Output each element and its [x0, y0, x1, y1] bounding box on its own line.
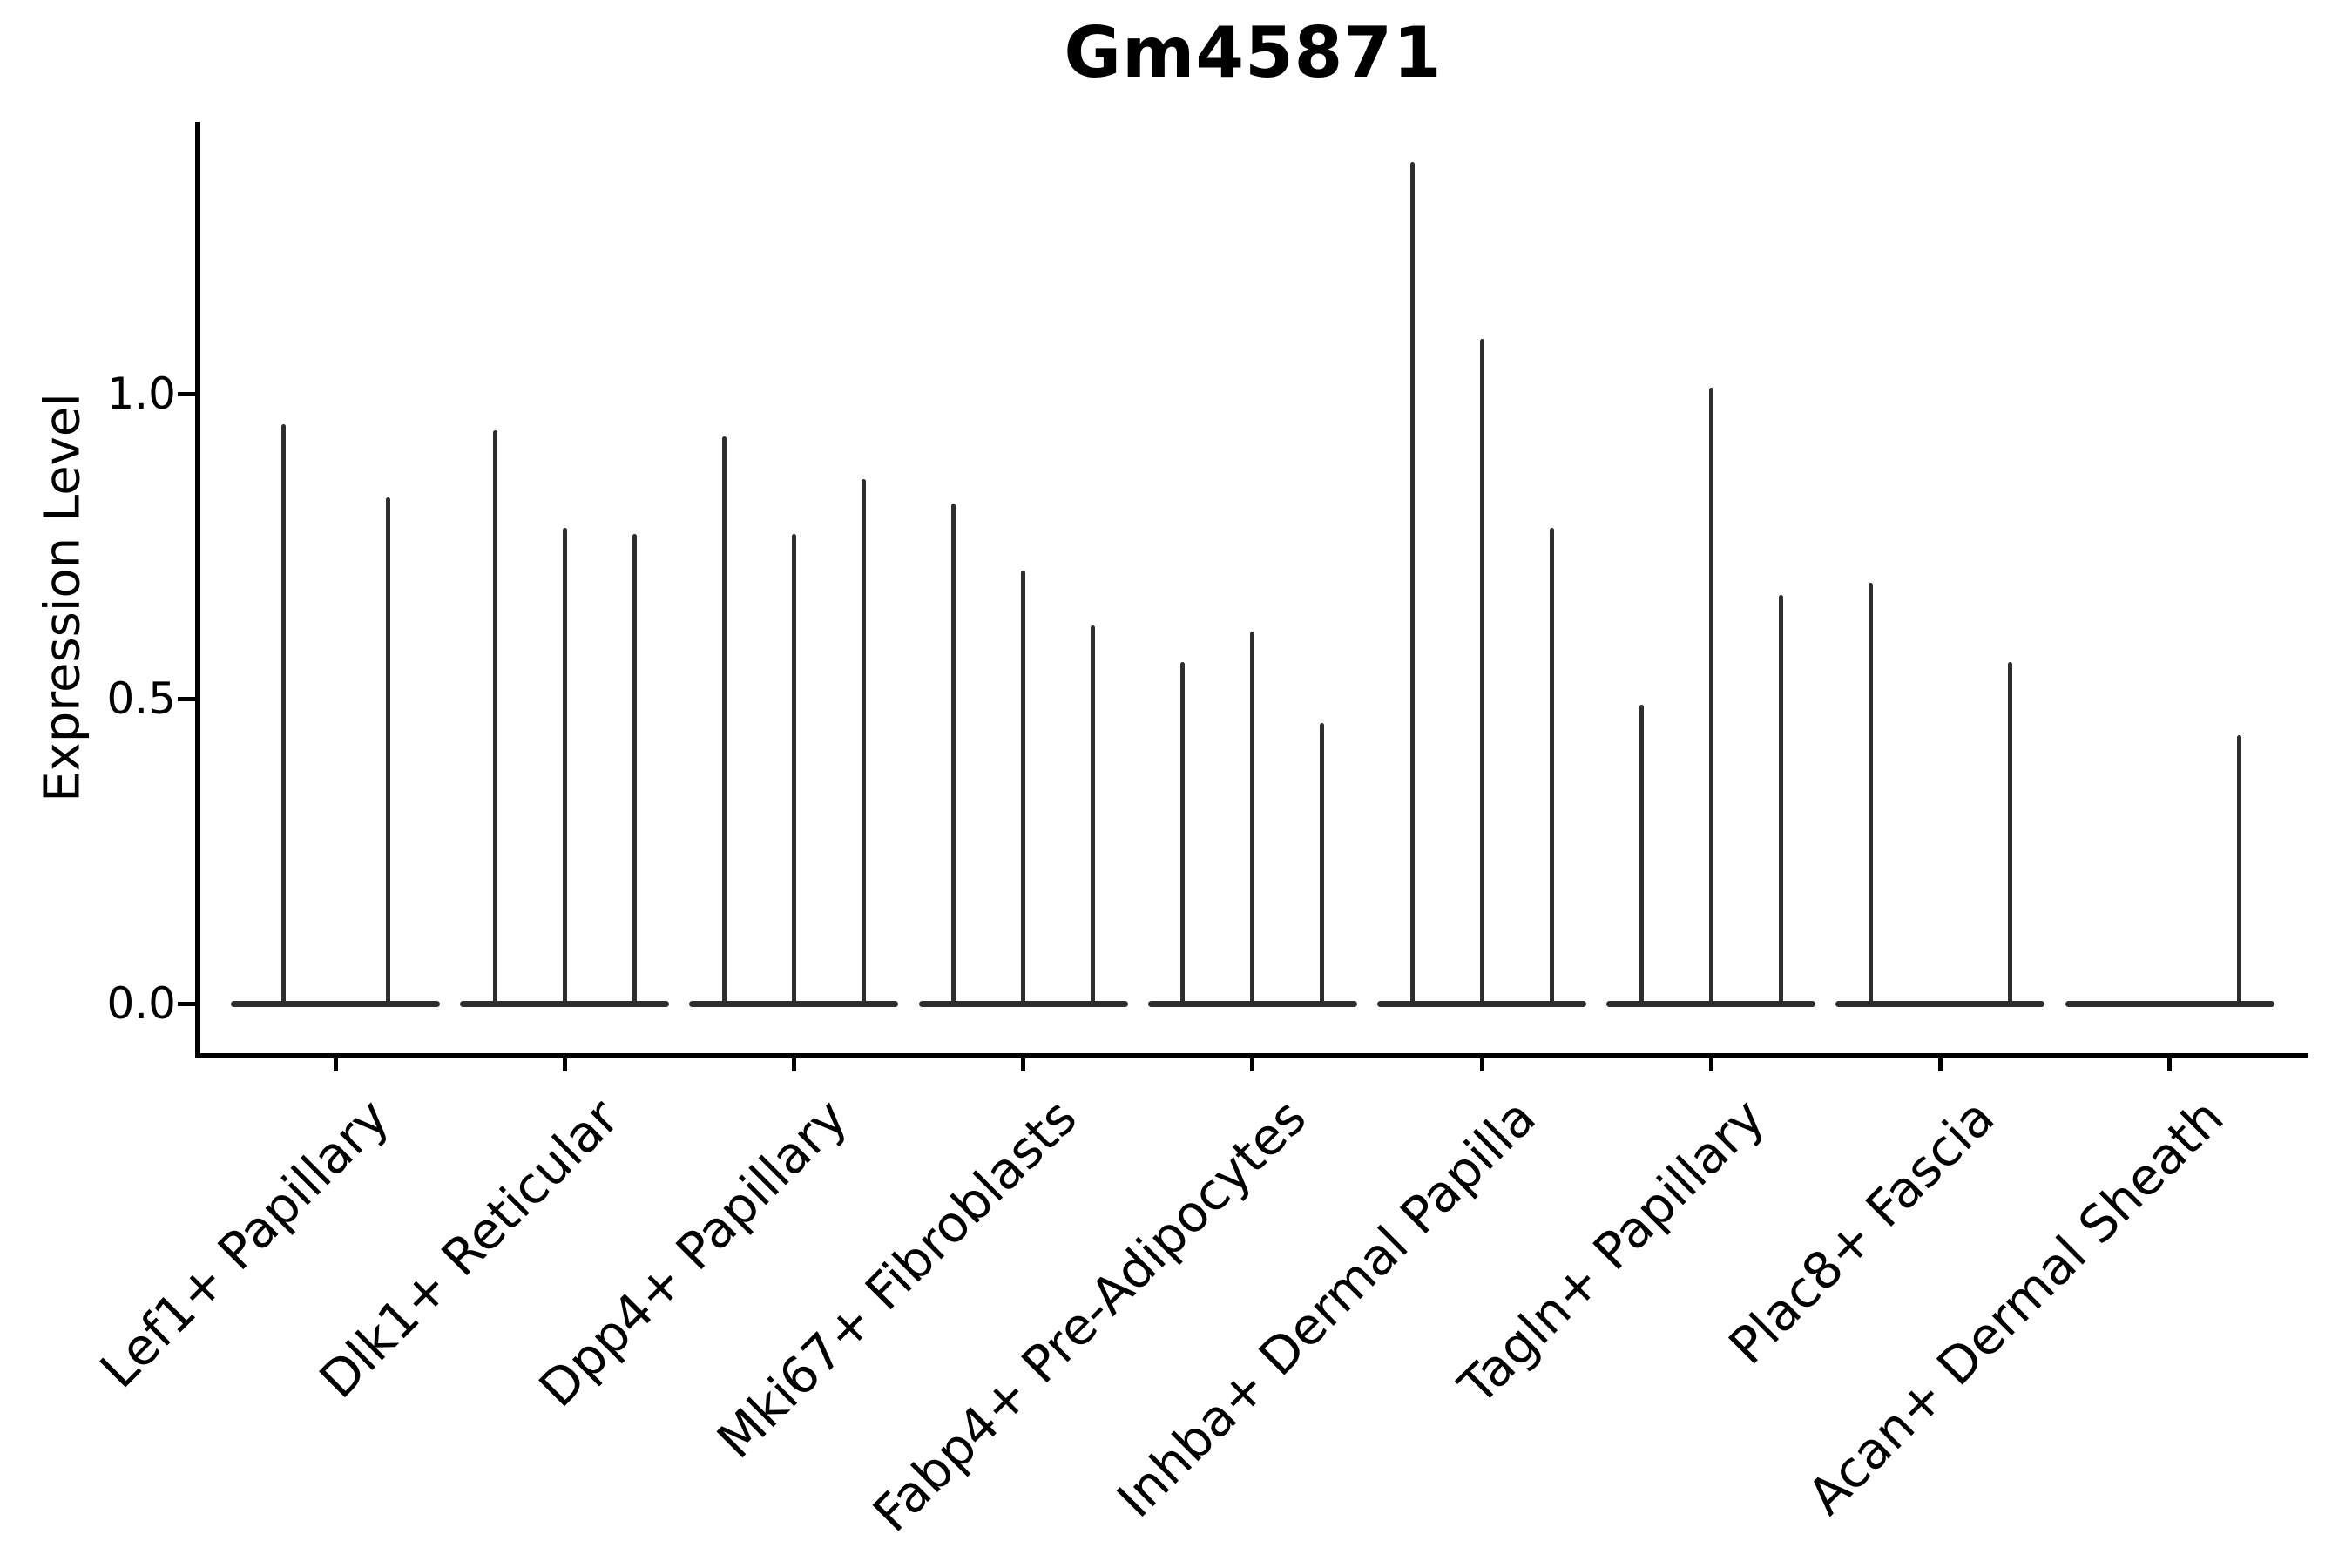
violin-baseline [231, 1000, 440, 1007]
y-tick [178, 1001, 198, 1006]
violin-spike [280, 424, 286, 1006]
y-tick [178, 391, 198, 396]
x-tick-label: Fabp4+ Pre-Adipocytes [862, 1087, 1318, 1544]
violin-baseline [1835, 1000, 2045, 1007]
violin-spike [1091, 625, 1096, 1006]
violin-spike [562, 528, 567, 1006]
violin-spike [632, 534, 637, 1006]
violin-spike [791, 534, 796, 1006]
y-axis-label: Expression Level [34, 393, 91, 802]
violin-spike [1549, 528, 1554, 1006]
violin-spike [1479, 339, 1484, 1006]
violin-spike [1639, 705, 1644, 1006]
violin-spike [492, 430, 497, 1006]
x-tick [1708, 1054, 1713, 1071]
x-tick [1021, 1054, 1026, 1071]
x-tick [562, 1054, 567, 1071]
y-tick-label: 1.0 [106, 368, 176, 419]
violin-spike [861, 479, 866, 1006]
y-tick-label: 0.5 [106, 673, 176, 724]
violin-spike [2007, 662, 2012, 1006]
x-tick [2167, 1054, 2173, 1071]
violin-spike [1868, 583, 1873, 1006]
y-axis-spine [195, 122, 200, 1058]
violin-spike [1021, 571, 1026, 1006]
y-tick-label: 0.0 [106, 978, 176, 1029]
x-tick [1250, 1054, 1255, 1071]
x-tick [791, 1054, 796, 1071]
violin-spike [721, 436, 727, 1006]
x-tick-label: Acan+ Dermal Sheath [1795, 1087, 2235, 1526]
violin-spike [1180, 662, 1186, 1006]
violin-spike [951, 504, 956, 1006]
violin-spike [1320, 723, 1325, 1006]
chart-title: Gm45871 [1064, 12, 1443, 93]
x-tick [333, 1054, 338, 1071]
x-tick [1479, 1054, 1484, 1071]
violin-spike [2237, 735, 2242, 1006]
violin-spike [1708, 388, 1713, 1006]
violin-spike [1250, 632, 1255, 1006]
x-tick-label: Inhba+ Dermal Papilla [1105, 1087, 1547, 1530]
violin-baseline [2065, 1000, 2274, 1007]
x-tick [1937, 1054, 1943, 1071]
y-tick [178, 696, 198, 701]
violin-spike [385, 497, 390, 1006]
violin-spike [1778, 595, 1783, 1006]
violin-spike [1409, 162, 1415, 1006]
